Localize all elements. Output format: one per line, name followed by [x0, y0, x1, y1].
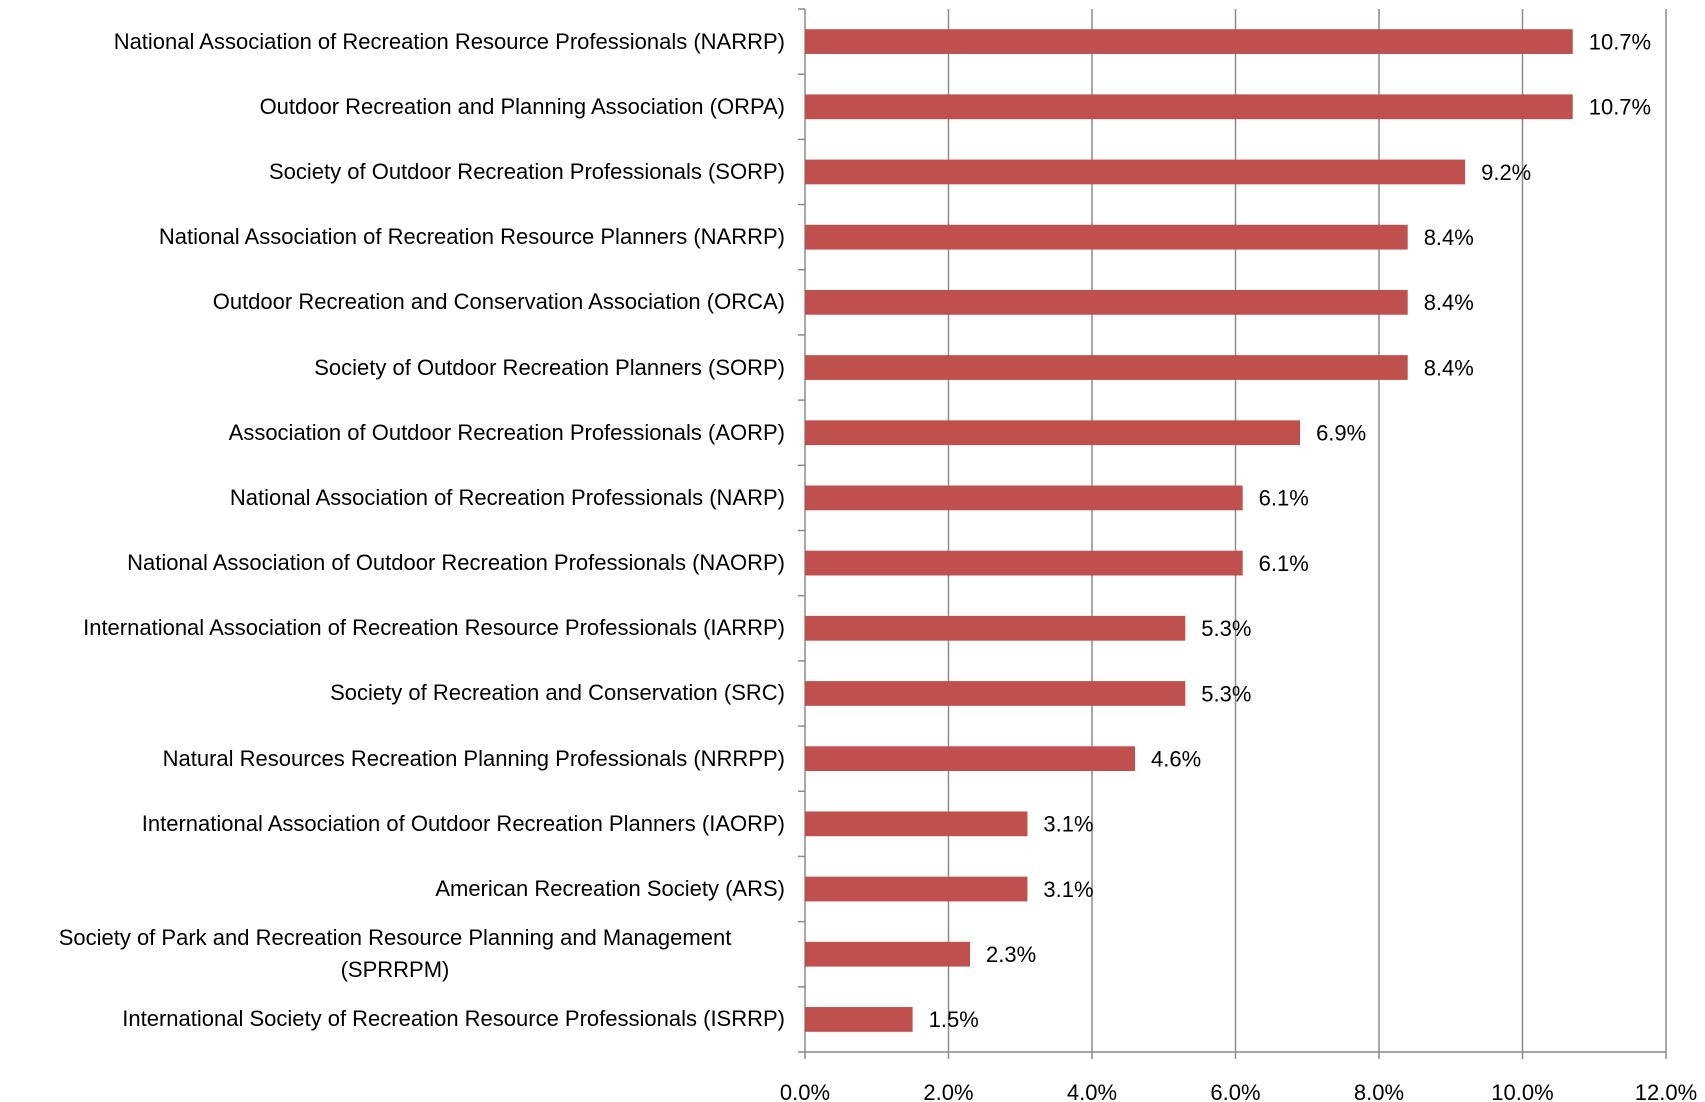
category-text: Society of Outdoor Recreation Planners (… — [314, 354, 785, 380]
bar — [805, 746, 1136, 772]
bar — [805, 681, 1186, 706]
category-label: Natural Resources Recreation Planning Pr… — [163, 726, 785, 791]
category-label: Society of Outdoor Recreation Profession… — [269, 139, 785, 204]
data-label: 4.6% — [1151, 746, 1201, 771]
x-tick-label: 10.0% — [1491, 1080, 1553, 1102]
category-label: National Association of Outdoor Recreati… — [127, 531, 785, 596]
category-text: International Association of Recreation … — [83, 615, 785, 641]
category-label: American Recreation Society (ARS) — [435, 856, 785, 921]
data-label: 6.9% — [1316, 421, 1366, 446]
category-label: National Association of Recreation Resou… — [159, 205, 785, 270]
bar — [805, 1007, 913, 1032]
category-text: Society of Park and Recreation Resource … — [58, 925, 732, 983]
x-tick-label: 2.0% — [923, 1080, 973, 1102]
category-text: Outdoor Recreation and Planning Associat… — [259, 93, 785, 119]
bar — [805, 94, 1573, 120]
category-text: National Association of Recreation Profe… — [229, 484, 785, 510]
bar — [805, 355, 1408, 380]
bar — [805, 289, 1408, 315]
data-label: 5.3% — [1201, 681, 1251, 706]
bar — [805, 159, 1466, 185]
category-text: Society of Outdoor Recreation Profession… — [268, 158, 785, 184]
bar — [805, 615, 1186, 641]
category-label: Society of Outdoor Recreation Planners (… — [314, 335, 785, 400]
bar — [805, 420, 1301, 446]
bar — [805, 224, 1408, 250]
data-label: 5.3% — [1201, 616, 1251, 641]
category-label: Society of Recreation and Conservation (… — [330, 661, 785, 726]
data-label: 6.1% — [1259, 486, 1309, 511]
data-label: 8.4% — [1424, 225, 1474, 250]
category-text: Outdoor Recreation and Conservation Asso… — [212, 289, 785, 315]
category-text: National Association of Recreation Resou… — [113, 28, 785, 54]
data-label: 3.1% — [1043, 812, 1093, 837]
category-label: Association of Outdoor Recreation Profes… — [229, 400, 785, 465]
bar — [805, 941, 971, 967]
x-tick-label: 6.0% — [1210, 1080, 1260, 1102]
data-label: 2.3% — [986, 942, 1036, 967]
category-label: International Association of Recreation … — [83, 596, 785, 661]
bar — [805, 876, 1028, 902]
bar — [805, 550, 1243, 576]
data-label: 1.5% — [929, 1007, 979, 1032]
category-text: National Association of Recreation Resou… — [158, 224, 785, 250]
data-label: 3.1% — [1043, 877, 1093, 902]
category-label: Outdoor Recreation and Conservation Asso… — [213, 270, 785, 335]
x-tick-label: 8.0% — [1354, 1080, 1404, 1102]
category-label: Outdoor Recreation and Planning Associat… — [260, 74, 785, 139]
x-tick-label: 12.0% — [1635, 1080, 1697, 1102]
category-label: National Association of Recreation Profe… — [230, 465, 785, 530]
x-tick-label: 4.0% — [1067, 1080, 1117, 1102]
category-text: International Association of Outdoor Rec… — [141, 810, 785, 836]
category-label: National Association of Recreation Resou… — [114, 9, 785, 74]
category-label: Society of Park and Recreation Resource … — [5, 922, 785, 987]
x-tick-label: 0.0% — [780, 1080, 830, 1102]
bar — [805, 29, 1573, 54]
category-label: International Association of Outdoor Rec… — [142, 791, 785, 856]
category-text: American Recreation Society (ARS) — [435, 876, 785, 902]
category-text: Society of Recreation and Conservation (… — [330, 680, 785, 706]
category-text: Association of Outdoor Recreation Profes… — [228, 419, 785, 445]
bar — [805, 811, 1028, 837]
category-text: National Association of Outdoor Recreati… — [127, 550, 785, 576]
data-label: 10.7% — [1589, 29, 1651, 54]
data-label: 9.2% — [1481, 160, 1531, 185]
data-label: 10.7% — [1589, 95, 1651, 120]
category-text: Natural Resources Recreation Planning Pr… — [162, 745, 785, 771]
category-text: International Society of Recreation Reso… — [122, 1006, 785, 1032]
category-label: International Society of Recreation Reso… — [122, 987, 785, 1052]
bar — [805, 485, 1243, 511]
data-label: 8.4% — [1424, 355, 1474, 380]
data-label: 6.1% — [1259, 551, 1309, 576]
data-label: 8.4% — [1424, 290, 1474, 315]
